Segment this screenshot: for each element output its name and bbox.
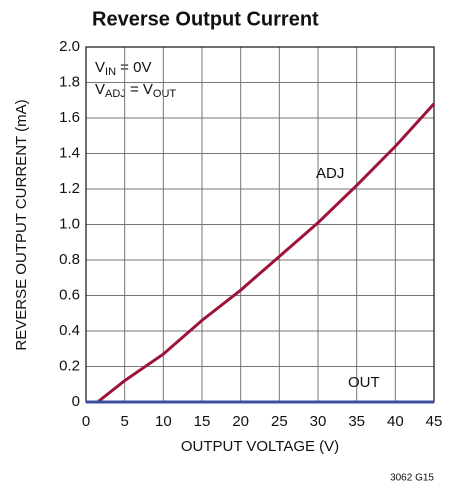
- y-tick-label: 2.0: [59, 38, 80, 55]
- y-tick-label: 1.2: [59, 180, 80, 197]
- x-tick-label: 5: [120, 413, 128, 430]
- x-tick-label: 35: [348, 413, 365, 430]
- y-tick-label: 1.4: [59, 144, 80, 161]
- y-tick-label: 0.6: [59, 286, 80, 303]
- x-tick-label: 20: [232, 413, 249, 430]
- y-tick-label: 1.6: [59, 109, 80, 126]
- annotation: VIN = 0V: [95, 59, 151, 78]
- x-tick-label: 45: [426, 413, 443, 430]
- annotation: VADJ = VOUT: [95, 81, 176, 100]
- x-tick-label: 25: [271, 413, 288, 430]
- y-tick-label: 0: [72, 393, 80, 410]
- y-tick-label: 0.8: [59, 251, 80, 268]
- y-axis-label: REVERSE OUTPUT CURRENT (mA): [13, 99, 30, 350]
- series-label: ADJ: [316, 165, 344, 182]
- x-tick-label: 10: [155, 413, 172, 430]
- series-label: OUT: [348, 374, 380, 391]
- x-tick-label: 40: [387, 413, 404, 430]
- x-tick-label: 30: [310, 413, 327, 430]
- x-tick-label: 0: [82, 413, 90, 430]
- y-tick-label: 0.4: [59, 322, 80, 339]
- series-line: [86, 102, 436, 404]
- chart-title: Reverse Output Current: [92, 8, 319, 30]
- x-tick-label: 15: [194, 413, 211, 430]
- y-tick-label: 0.2: [59, 357, 80, 374]
- footnote: 3062 G15: [390, 473, 434, 484]
- y-tick-label: 1.8: [59, 73, 80, 90]
- x-axis-label: OUTPUT VOLTAGE (V): [181, 438, 339, 455]
- y-tick-label: 1.0: [59, 215, 80, 232]
